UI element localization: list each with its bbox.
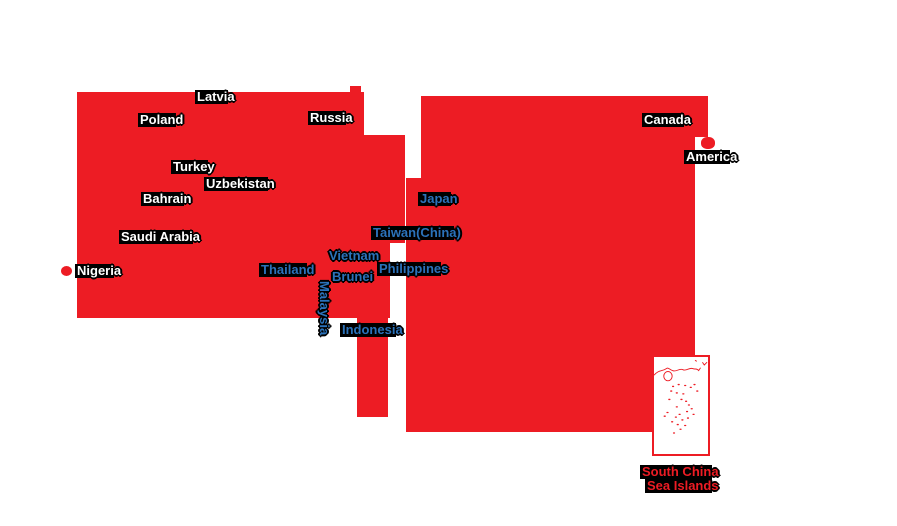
map-region-seasia-column[interactable]	[406, 178, 421, 432]
map-label-sea-islands[interactable]: Sea Islands	[645, 478, 719, 493]
map-region-eurasia-africa-arm[interactable]	[390, 135, 405, 243]
map-label-poland[interactable]: Poland	[137, 112, 184, 127]
map-region-north-america-main[interactable]	[421, 137, 695, 432]
south-china-sea-inset[interactable]	[652, 355, 710, 456]
map-label-america[interactable]: America	[683, 149, 738, 164]
map-label-south-china[interactable]: South China	[640, 464, 719, 479]
map-label-canada[interactable]: Canada	[642, 112, 691, 127]
map-region-eurasia-top-bump[interactable]	[350, 86, 361, 94]
map-label-nigeria[interactable]: Nigeria	[74, 263, 122, 278]
map-label-taiwan-china[interactable]: Taiwan(China)	[371, 225, 461, 240]
map-label-malaysia[interactable]: Malaysia	[317, 281, 332, 336]
map-region-eurasia-africa-main[interactable]	[77, 92, 364, 318]
america-point-marker[interactable]	[701, 137, 715, 149]
map-label-turkey[interactable]: Turkey	[171, 159, 215, 174]
map-label-russia[interactable]: Russia	[308, 110, 353, 125]
map-label-philippines[interactable]: Philippines	[376, 261, 449, 276]
map-label-thailand[interactable]: Thailand	[258, 262, 315, 277]
map-label-brunei[interactable]: Brunei	[332, 269, 374, 284]
map-label-bahrain[interactable]: Bahrain	[140, 191, 192, 206]
map-label-vietnam[interactable]: Vietnam	[329, 248, 380, 263]
islands-drawing	[654, 359, 708, 434]
map-label-indonesia[interactable]: Indonesia	[340, 322, 403, 337]
map-label-saudi-arabia[interactable]: Saudi Arabia	[119, 229, 200, 244]
map-label-japan[interactable]: Japan	[418, 191, 458, 206]
map-label-uzbekistan[interactable]: Uzbekistan	[204, 176, 275, 191]
map-label-latvia[interactable]: Latvia	[195, 89, 235, 104]
nigeria-point-marker[interactable]	[61, 266, 72, 276]
